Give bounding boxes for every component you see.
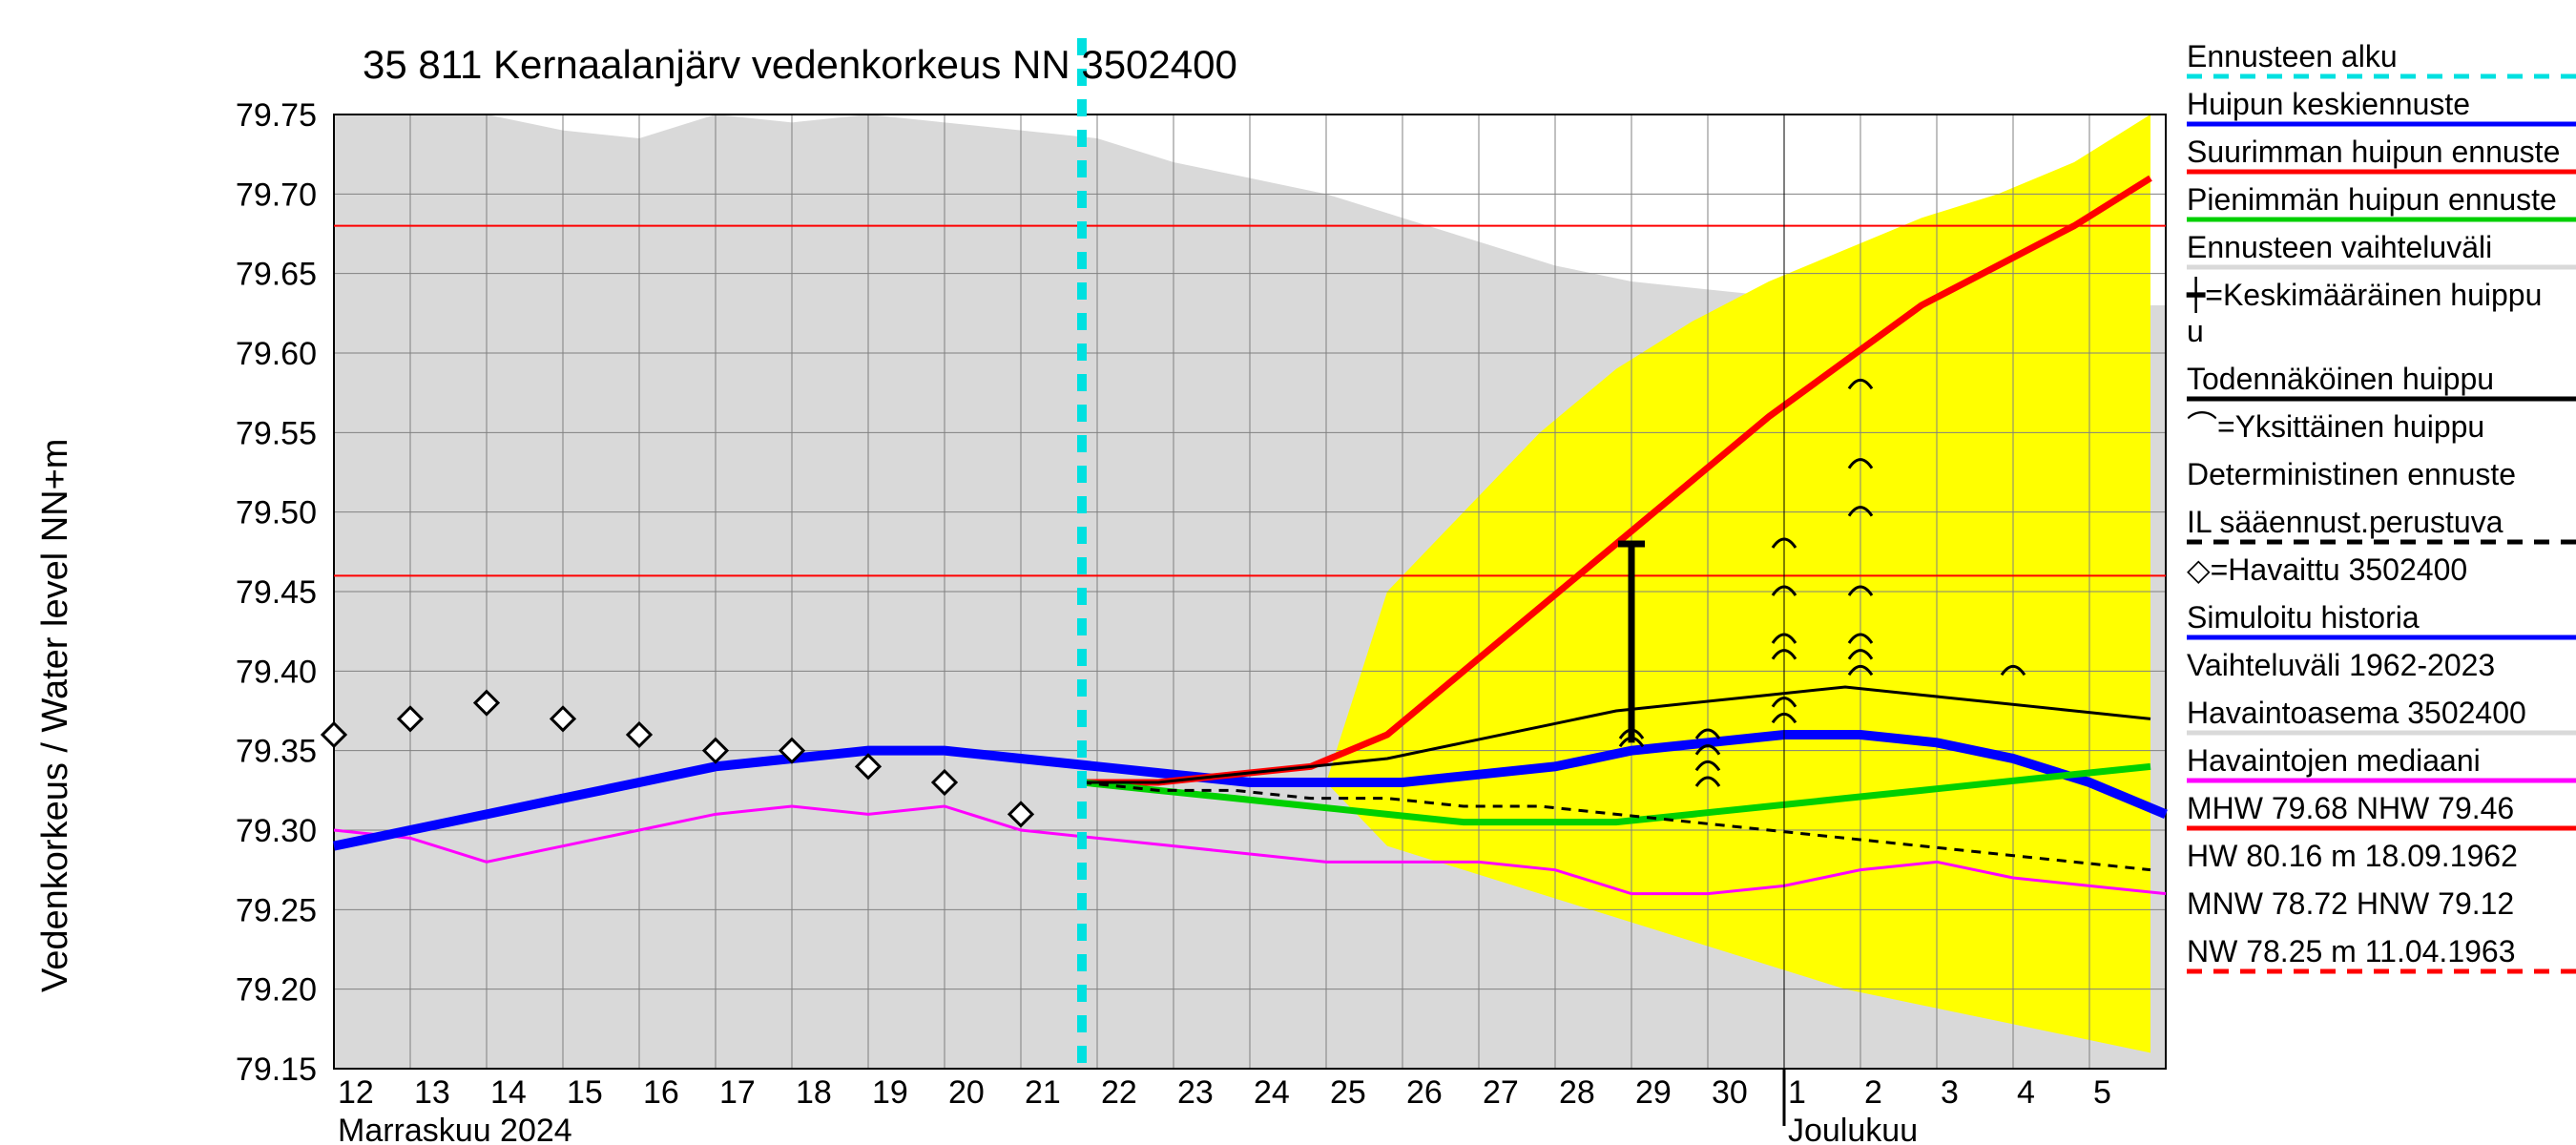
x-tick-label: 24 <box>1254 1074 1290 1111</box>
x-tick-label: 5 <box>2093 1074 2111 1111</box>
legend-label: HW 80.16 m 18.09.1962 <box>2187 839 2518 873</box>
y-tick-label: 79.35 <box>236 734 317 770</box>
x-tick-label: 25 <box>1330 1074 1366 1111</box>
y-axis-label: Vedenkorkeus / Water level NN+m <box>35 439 75 992</box>
y-tick-label: 79.20 <box>236 972 317 1009</box>
x-tick-label: 2 <box>1864 1074 1882 1111</box>
y-tick-label: 79.70 <box>236 177 317 213</box>
x-tick-label: 21 <box>1025 1074 1061 1111</box>
x-tick-label: 3 <box>1941 1074 1959 1111</box>
legend-label: Vaihteluväli 1962-2023 <box>2187 648 2495 682</box>
legend-label: MNW 78.72 HNW 79.12 <box>2187 886 2514 921</box>
x-tick-label: 19 <box>872 1074 908 1111</box>
legend-label: ⌒=Yksittäinen huippu <box>2187 409 2484 444</box>
chart-svg: 79.15 79.20 79.25 79.30 79.35 79.40 79.45 79.50… <box>0 0 2576 1145</box>
x-tick-label: 18 <box>796 1074 832 1111</box>
legend-label: u <box>2187 314 2204 348</box>
y-tick-label: 79.45 <box>236 574 317 611</box>
x-tick-label: 1 <box>1788 1074 1806 1111</box>
legend-label: Havaintoasema 3502400 <box>2187 696 2526 730</box>
legend-label: Havaintojen mediaani <box>2187 743 2481 778</box>
x-tick-label: 23 <box>1177 1074 1214 1111</box>
x-tick-label: 4 <box>2017 1074 2035 1111</box>
y-tick-label: 79.55 <box>236 415 317 451</box>
y-tick-label: 79.30 <box>236 813 317 849</box>
legend-label: Huipun keskiennuste <box>2187 87 2470 121</box>
x-tick-label: 15 <box>567 1074 603 1111</box>
x-tick-label: 14 <box>490 1074 527 1111</box>
x-tick-label: 28 <box>1559 1074 1595 1111</box>
legend-label: Pienimmän huipun ennuste <box>2187 182 2557 217</box>
month-label-fi: Marraskuu 2024 <box>338 1113 572 1145</box>
legend-label: Suurimman huipun ennuste <box>2187 135 2560 169</box>
legend-label: Ennusteen vaihteluväli <box>2187 230 2492 264</box>
x-tick-label: 29 <box>1635 1074 1672 1111</box>
y-tick-label: 79.40 <box>236 654 317 690</box>
y-tick-label: 79.25 <box>236 892 317 928</box>
x-tick-label: 30 <box>1712 1074 1748 1111</box>
legend-label: Deterministinen ennuste <box>2187 457 2516 491</box>
y-tick-label: 79.15 <box>236 1051 317 1088</box>
legend-label: Ennusteen alku <box>2187 39 2398 73</box>
month-label-fi: Joulukuu <box>1788 1113 1918 1145</box>
legend-label: ┿=Keskimääräinen huippu <box>2186 276 2542 313</box>
legend-label: Simuloitu historia <box>2187 600 2420 635</box>
chart-title: 35 811 Kernaalanjärv vedenkorkeus NN 350… <box>363 42 1237 87</box>
legend-label: IL sääennust.perustuva <box>2187 505 2503 539</box>
x-tick-label: 20 <box>948 1074 985 1111</box>
water-level-chart: 79.15 79.20 79.25 79.30 79.35 79.40 79.45 79.50… <box>0 0 2576 1145</box>
legend-label: MHW 79.68 NHW 79.46 <box>2187 791 2514 825</box>
x-tick-label: 17 <box>719 1074 756 1111</box>
y-tick-label: 79.75 <box>236 97 317 134</box>
y-tick-label: 79.50 <box>236 495 317 531</box>
x-tick-label: 22 <box>1101 1074 1137 1111</box>
y-tick-label: 79.60 <box>236 336 317 372</box>
x-tick-label: 26 <box>1406 1074 1443 1111</box>
y-tick-label: 79.65 <box>236 257 317 293</box>
legend-label: NW 78.25 m 11.04.1963 <box>2187 934 2516 968</box>
x-tick-label: 13 <box>414 1074 450 1111</box>
legend-label: Todennäköinen huippu <box>2187 362 2494 396</box>
x-tick-label: 12 <box>338 1074 374 1111</box>
legend-label: ◇=Havaittu 3502400 <box>2187 552 2467 587</box>
x-tick-label: 16 <box>643 1074 679 1111</box>
x-tick-label: 27 <box>1483 1074 1519 1111</box>
